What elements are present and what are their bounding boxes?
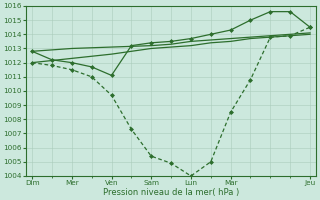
X-axis label: Pression niveau de la mer( hPa ): Pression niveau de la mer( hPa )	[103, 188, 239, 197]
